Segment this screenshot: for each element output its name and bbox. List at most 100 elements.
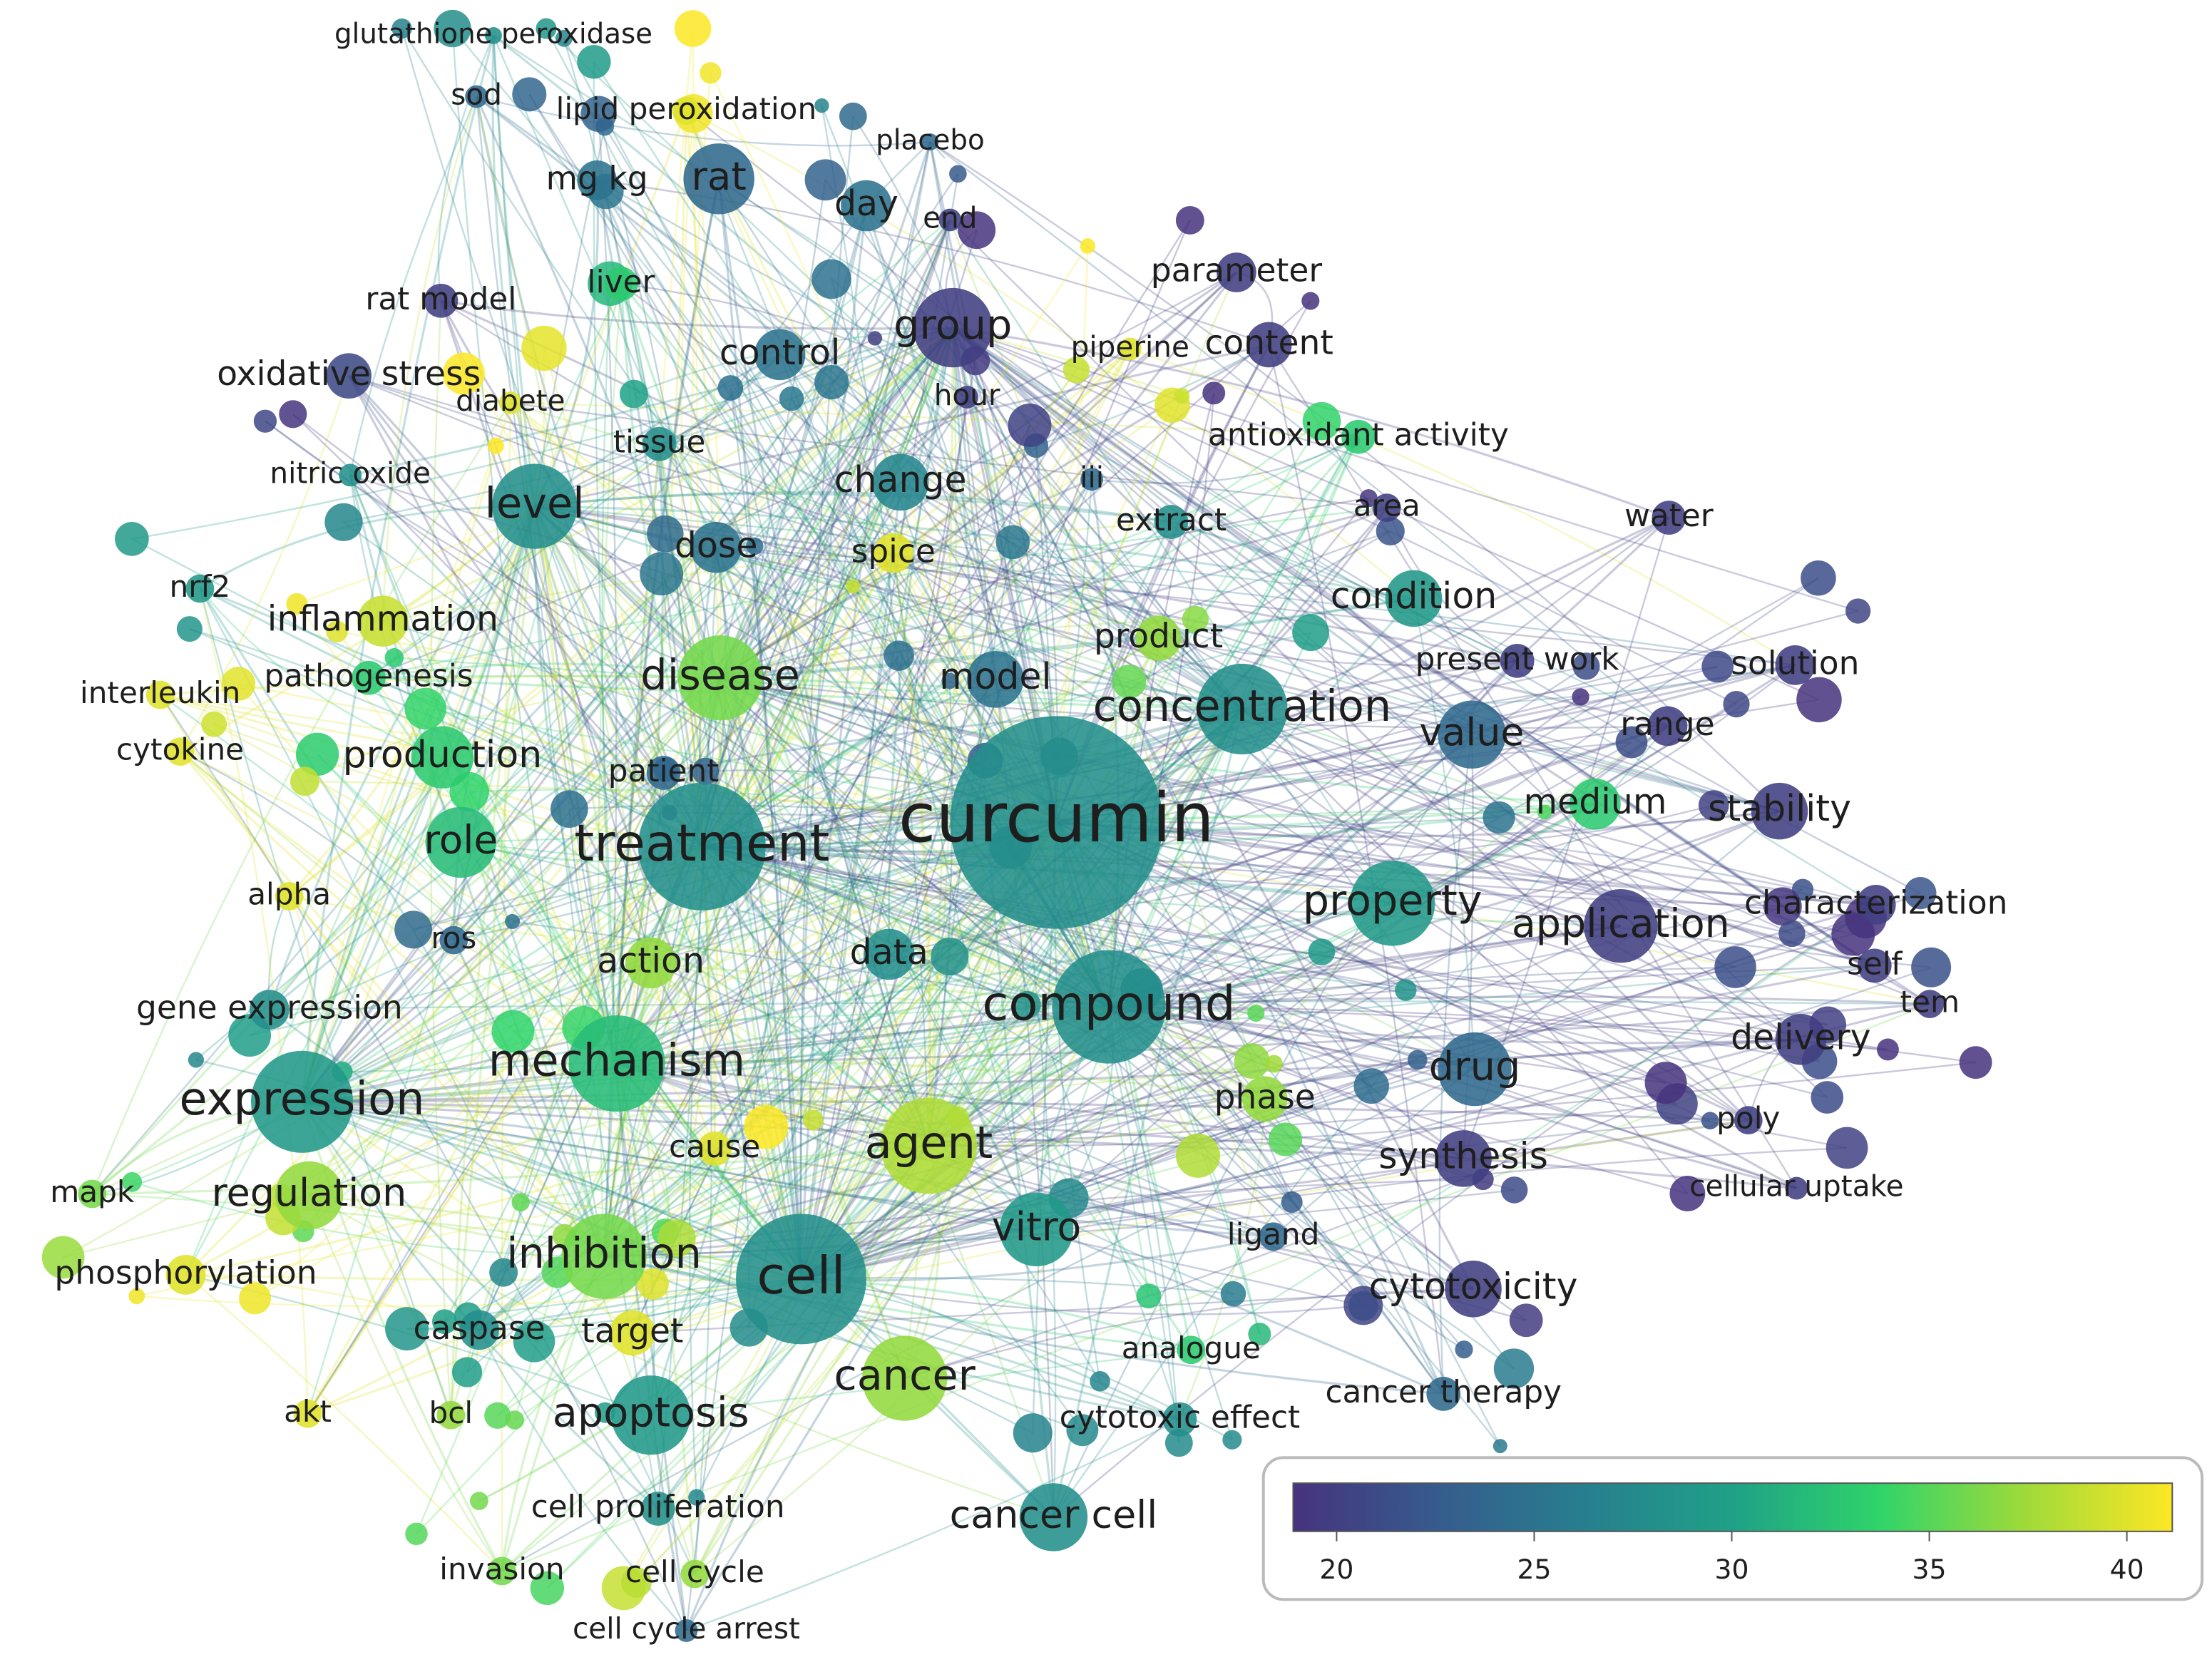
edge	[534, 491, 1172, 523]
node	[697, 1132, 732, 1166]
edge	[301, 506, 536, 1102]
node-label: agent	[865, 1117, 993, 1169]
node	[1698, 790, 1729, 821]
edge	[185, 677, 722, 1276]
node	[484, 1402, 511, 1429]
edge	[1108, 810, 1781, 1008]
edge	[718, 178, 1875, 967]
node-label: control	[720, 332, 841, 373]
edge	[301, 1100, 633, 1334]
node	[839, 102, 867, 130]
node	[176, 616, 203, 642]
edge	[302, 1099, 1748, 1122]
edge	[1056, 664, 1796, 824]
node	[1915, 990, 1945, 1018]
node	[1308, 938, 1336, 965]
edge	[348, 375, 1780, 812]
node	[1177, 1335, 1206, 1365]
edge	[635, 1006, 1110, 1584]
edge	[892, 553, 932, 1146]
node-label: mg kg	[546, 159, 648, 197]
edge	[533, 506, 618, 1065]
edge	[478, 1329, 687, 1631]
edge	[603, 964, 1875, 1258]
node	[1826, 1127, 1868, 1169]
edge	[336, 630, 802, 1280]
node	[611, 1375, 691, 1455]
edge	[91, 327, 954, 1195]
node-label: characterization	[1744, 883, 2008, 921]
node	[625, 937, 677, 989]
edge	[546, 28, 1243, 710]
edge	[702, 846, 1828, 1026]
edge	[616, 1062, 1474, 1291]
node-label: poly	[1716, 1101, 1780, 1136]
edge	[616, 902, 1393, 1065]
node-label: mechanism	[488, 1035, 745, 1087]
edge	[801, 1002, 1930, 1281]
edge	[701, 846, 1515, 1370]
edge	[302, 1038, 1801, 1103]
node	[1570, 778, 1621, 830]
edge	[623, 821, 1058, 1589]
edge	[729, 387, 930, 1147]
node-label: data	[850, 932, 928, 973]
edge	[615, 327, 954, 1065]
edge	[1056, 821, 1932, 968]
node	[405, 1522, 428, 1546]
node-label: apoptosis	[553, 1388, 749, 1436]
edge	[1108, 888, 1803, 1008]
edge	[1241, 708, 1689, 1194]
labels: glutathione peroxidase sod lipid peroxidat…	[50, 18, 2007, 1646]
edge	[702, 846, 1888, 1051]
node	[619, 379, 648, 409]
edge	[301, 506, 536, 1102]
node	[680, 1559, 710, 1589]
edge	[719, 327, 954, 679]
edge	[800, 846, 1012, 1280]
node-label: ros	[431, 920, 476, 955]
node	[1164, 1429, 1193, 1457]
edge	[615, 369, 1077, 1065]
edge	[460, 841, 930, 1147]
node	[804, 159, 846, 201]
edge	[702, 846, 1866, 918]
node-label: present work	[1415, 641, 1620, 677]
edge	[475, 96, 703, 847]
edge	[185, 1273, 503, 1572]
edge	[720, 677, 1828, 1026]
edge	[952, 327, 1055, 1517]
edge	[368, 677, 1242, 711]
edge	[1052, 709, 1244, 1518]
edge	[928, 1038, 1801, 1147]
node	[1500, 1176, 1528, 1204]
edge	[929, 141, 1669, 727]
edge	[302, 327, 954, 1232]
edge	[685, 110, 1181, 1420]
node-label: group	[893, 301, 1012, 349]
node-label: cell proliferation	[531, 1489, 785, 1525]
edge	[1107, 393, 1215, 1007]
node	[1407, 1050, 1428, 1070]
edge	[615, 178, 720, 1064]
node-label: parameter	[1151, 252, 1323, 289]
node	[1162, 1402, 1197, 1437]
edge	[533, 506, 1149, 1297]
edge	[729, 387, 802, 1279]
node-label: content	[1204, 323, 1333, 362]
edge	[717, 178, 803, 1279]
edge	[301, 771, 665, 1103]
node	[802, 1109, 824, 1131]
edge	[949, 219, 1393, 904]
node	[1385, 570, 1443, 627]
edge	[1158, 637, 1517, 666]
edge	[348, 375, 1780, 812]
edge	[296, 603, 802, 1280]
node	[867, 331, 883, 346]
edge	[1241, 708, 1854, 935]
node-label: application	[1512, 901, 1730, 947]
node	[1350, 861, 1435, 946]
edge	[903, 327, 957, 1379]
edge	[714, 348, 1131, 1149]
node	[647, 515, 684, 553]
